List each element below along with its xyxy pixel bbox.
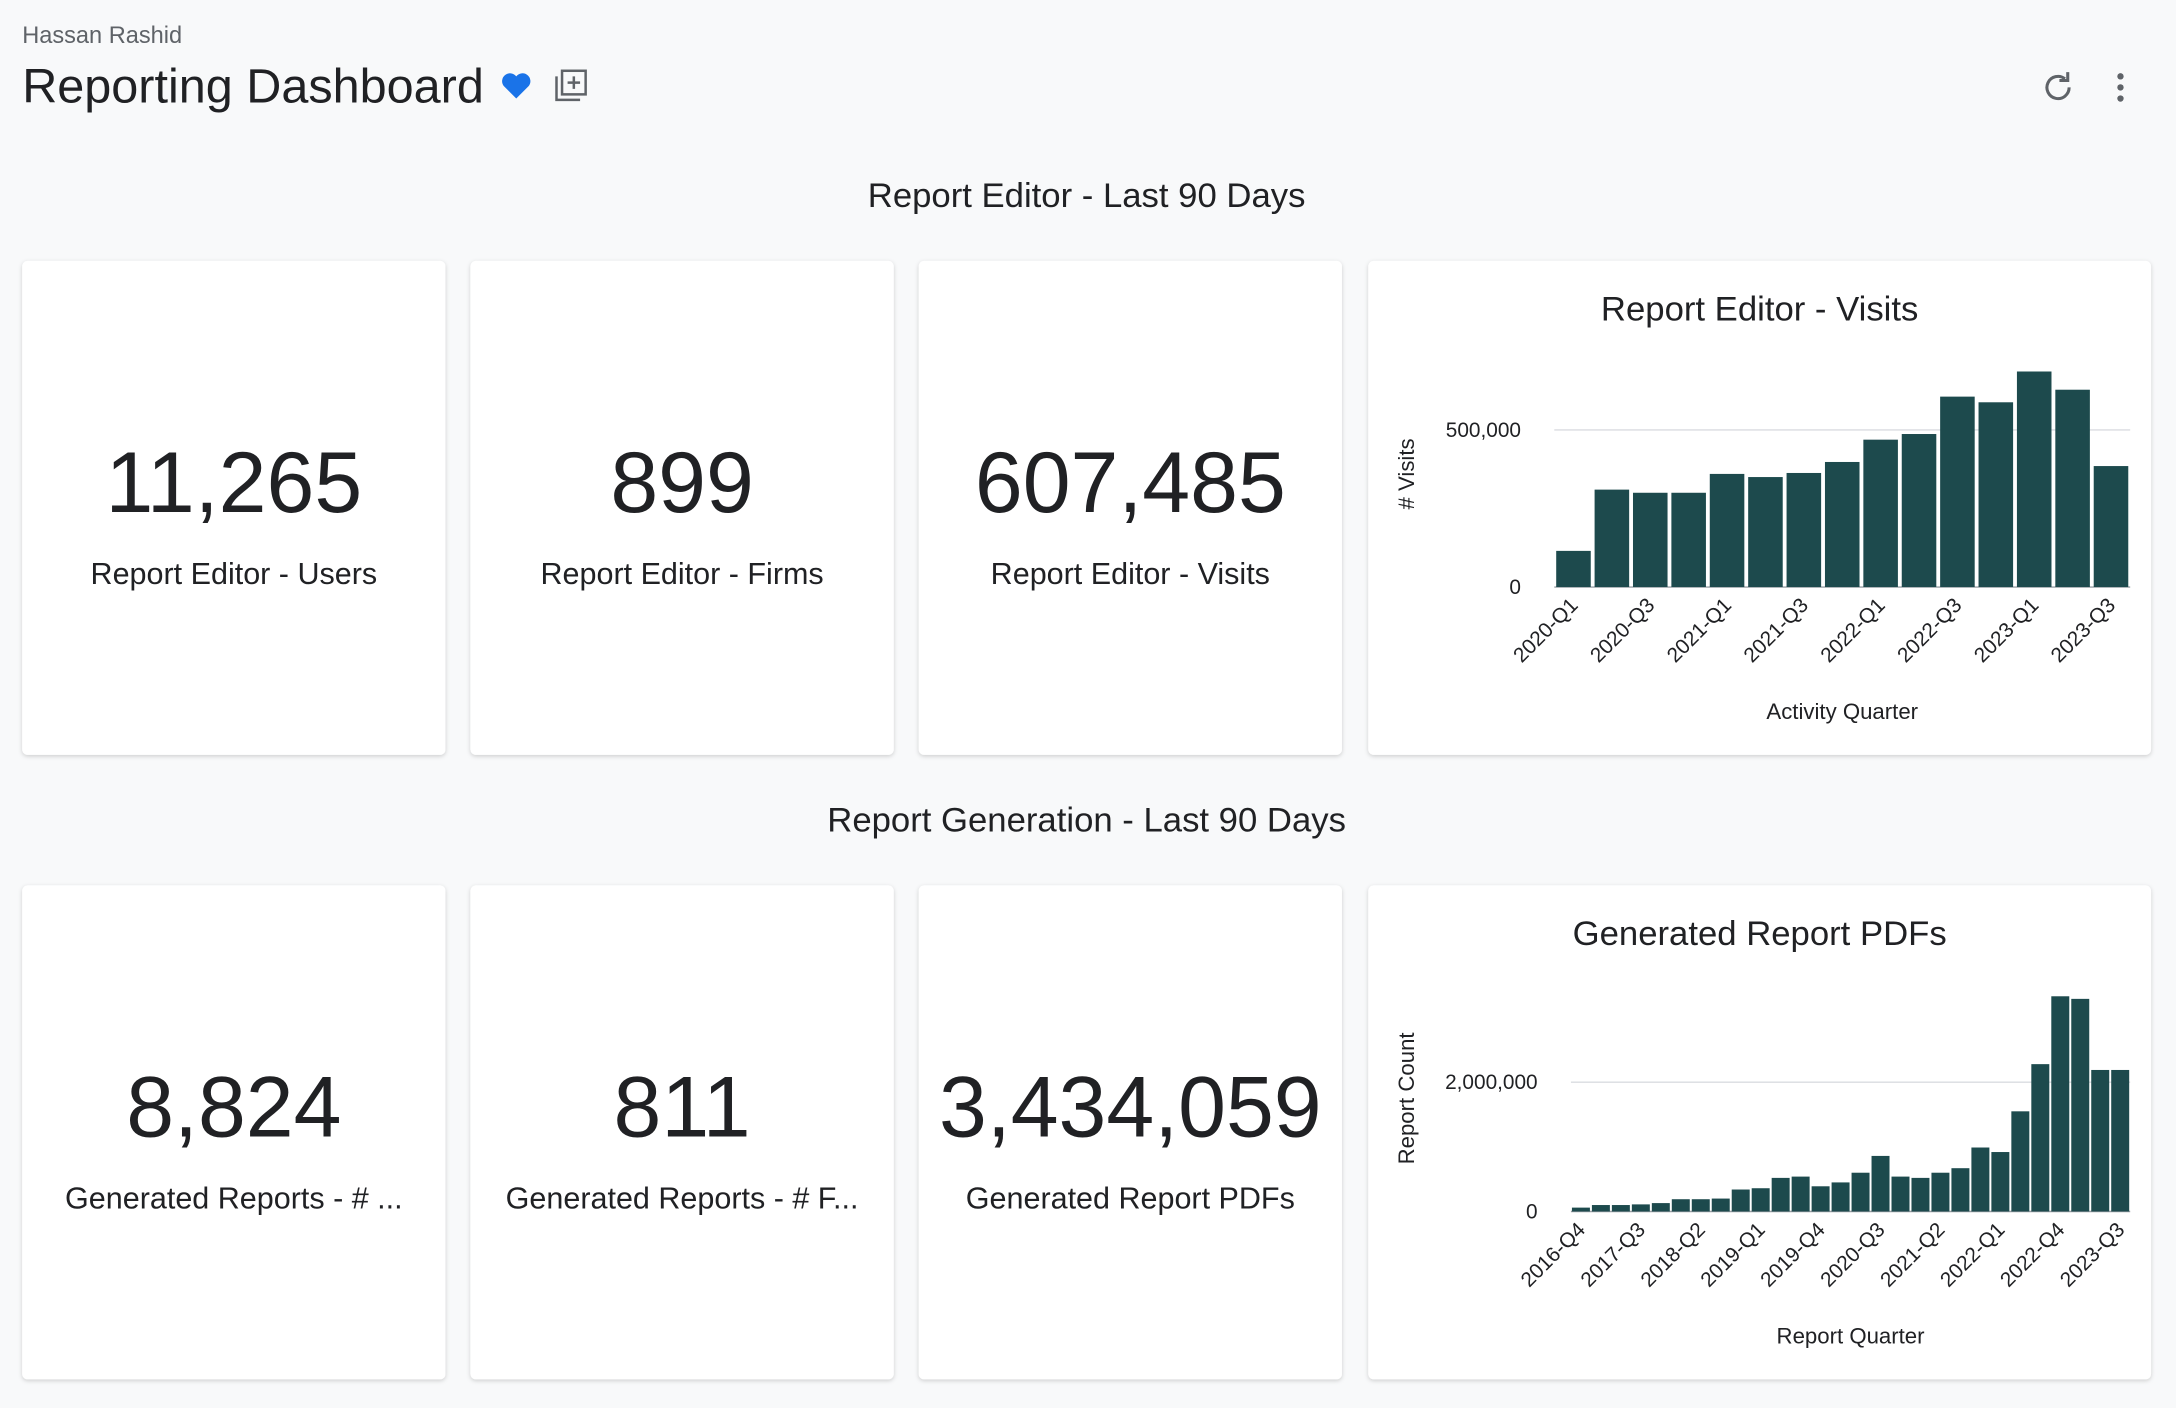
bar: [1671, 1199, 1690, 1212]
bar: [1791, 1176, 1810, 1212]
tile-value: 811: [614, 1060, 751, 1156]
chart-tile: [1368, 885, 2152, 1380]
tile-label: Generated Report PDFs: [966, 1182, 1295, 1216]
tile-label: Report Editor - Firms: [541, 557, 824, 591]
bar: [1831, 1182, 1850, 1212]
y-axis-title: # Visits: [1394, 438, 1419, 509]
bar: [1651, 1203, 1670, 1212]
dashboard-title: Reporting Dashboard: [22, 60, 484, 114]
bar: [1594, 489, 1630, 588]
tile-value: 607,485: [975, 435, 1286, 531]
y-tick-label: 0: [1509, 576, 1521, 599]
bar: [1931, 1172, 1950, 1212]
tile-label: Generated Reports - # F...: [506, 1182, 859, 1216]
bar: [1691, 1199, 1710, 1212]
bar: [2071, 998, 2090, 1212]
bar: [2093, 466, 2129, 588]
y-tick-label: 2,000,000: [1445, 1071, 1538, 1094]
section-title: Report Editor - Last 90 Days: [868, 177, 1306, 215]
bar: [1632, 492, 1668, 588]
bar: [2051, 996, 2070, 1212]
bar: [1771, 1177, 1790, 1212]
bar: [1751, 1188, 1770, 1212]
bar: [1991, 1152, 2010, 1212]
bar: [1709, 473, 1745, 588]
tile: [470, 260, 894, 755]
favorite-icon[interactable]: [502, 73, 531, 99]
bar: [1978, 402, 2014, 588]
chart-title: Report Editor - Visits: [1601, 291, 1918, 329]
bar: [2055, 389, 2090, 588]
tile-label: Report Editor - Users: [91, 557, 378, 591]
bar: [1951, 1168, 1970, 1212]
bar: [1571, 1207, 1590, 1212]
bar: [1631, 1204, 1650, 1212]
bar: [1748, 477, 1783, 588]
owner: Hassan Rashid: [22, 22, 182, 48]
bar: [1591, 1205, 1610, 1212]
tile: [22, 260, 446, 755]
y-axis-title: Report Count: [1394, 1032, 1419, 1164]
tile-value: 8,824: [126, 1060, 341, 1156]
bar: [1901, 434, 1937, 588]
y-tick-label: 0: [1526, 1200, 1538, 1223]
section-title: Report Generation - Last 90 Days: [827, 801, 1346, 839]
bar: [1611, 1205, 1630, 1212]
tile-label: Report Editor - Visits: [991, 557, 1270, 591]
tile: [22, 885, 446, 1380]
bar: [1911, 1177, 1930, 1212]
bar: [1851, 1172, 1870, 1212]
more-menu[interactable]: [2117, 73, 2124, 102]
refresh-icon[interactable]: [2045, 72, 2071, 101]
bar: [2031, 1064, 2050, 1212]
bar: [2016, 371, 2052, 588]
chart-title: Generated Report PDFs: [1573, 915, 1947, 953]
bar: [1891, 1176, 1910, 1212]
tile: [918, 260, 1342, 755]
bar: [1863, 439, 1898, 588]
tile: [918, 885, 1342, 1380]
bar: [1971, 1147, 1990, 1212]
bar: [1731, 1189, 1750, 1212]
bar: [1786, 472, 1822, 588]
bar: [2011, 1111, 2030, 1212]
bar: [1940, 396, 1975, 588]
bar: [1824, 461, 1860, 588]
bar: [1811, 1186, 1830, 1212]
y-tick-label: 500,000: [1446, 419, 1521, 442]
copy-icon[interactable]: [555, 69, 587, 102]
bar: [1871, 1155, 1890, 1212]
x-axis-title: Report Quarter: [1777, 1323, 1926, 1348]
bar: [1711, 1198, 1730, 1212]
bar: [1556, 550, 1591, 588]
bar: [2091, 1069, 2110, 1212]
bar: [2111, 1069, 2130, 1212]
tile: [470, 885, 894, 1380]
tile-label: Generated Reports - # ...: [65, 1182, 403, 1216]
tile-value: 899: [610, 435, 754, 531]
tile-value: 3,434,059: [939, 1060, 1322, 1156]
bar: [1671, 492, 1706, 588]
x-axis-title: Activity Quarter: [1766, 699, 1918, 724]
tile-value: 11,265: [105, 435, 362, 531]
